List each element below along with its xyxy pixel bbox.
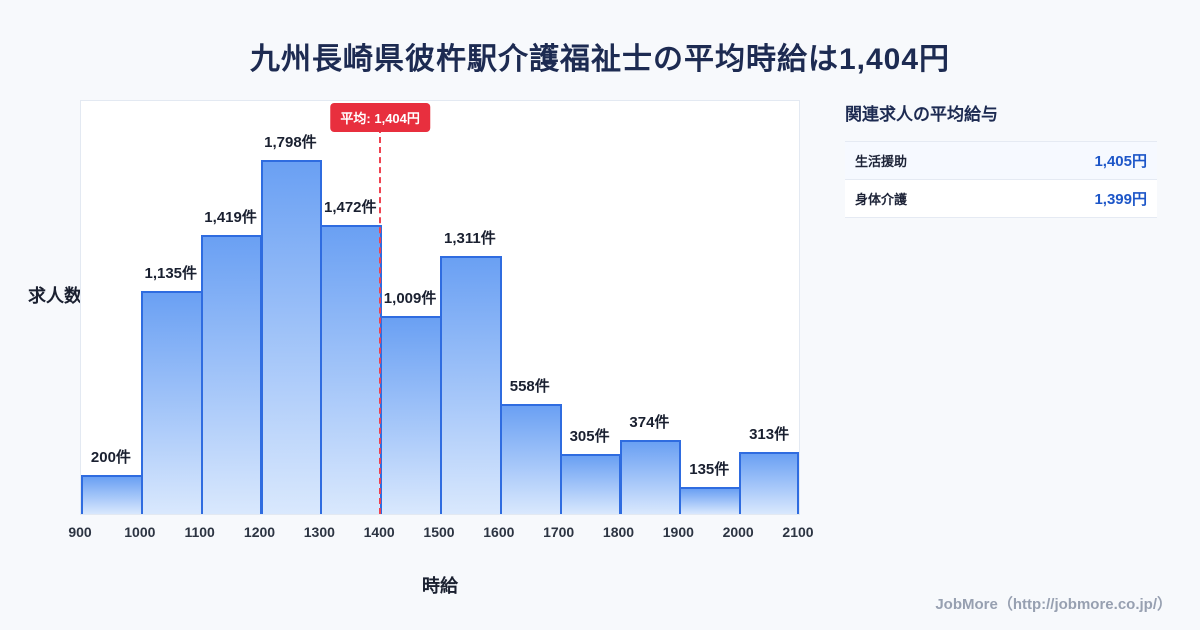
bar-value-label: 313件 (749, 426, 790, 443)
side-panel: 関連求人の平均給与 生活援助 1,405円身体介護 1,399円 (845, 100, 1157, 218)
x-axis-ticks: 900 1000 1100 1200 1300 1400 1500 1600 1700 1800 1… (68, 524, 813, 544)
x-tick-label: 1800 (602, 524, 635, 540)
related-job-value: 1,399円 (1094, 191, 1147, 208)
bar-value-label: 1,419件 (204, 209, 257, 226)
bar-value-label: 1,135件 (144, 265, 198, 282)
histogram-bar (140, 291, 203, 514)
x-tick-label: 1500 (423, 524, 455, 540)
related-job-value: 1,405円 (1094, 153, 1147, 170)
histogram-bar (81, 475, 143, 514)
plot-area: 平均: 1,404円 200件 1,135件 1,419件 1,798件 1,472件 1… (80, 100, 800, 515)
bar-value-label: 1,798件 (264, 134, 317, 151)
histogram-bar (320, 225, 383, 514)
bar-value-label: 374件 (629, 414, 670, 431)
histogram-bar (260, 160, 323, 514)
related-salary-row: 生活援助 1,405円 (845, 142, 1157, 180)
bar-value-label: 558件 (509, 378, 550, 395)
x-tick-label: 1700 (543, 524, 575, 540)
histogram-bar (440, 256, 502, 514)
average-line (379, 127, 382, 514)
histogram-bar (679, 487, 742, 514)
x-axis-label: 時給 (422, 576, 458, 596)
bar-value-label: 200件 (90, 449, 131, 466)
x-tick-label: 1400 (363, 524, 395, 540)
x-tick-label: 1200 (243, 524, 276, 540)
histogram-bar (200, 235, 263, 514)
bar-value-label: 1,311件 (444, 230, 496, 247)
x-tick-label: 1300 (303, 524, 335, 540)
histogram-bar (499, 404, 562, 514)
x-tick-label: 1900 (662, 524, 694, 540)
histogram-bar (739, 452, 799, 514)
bar-value-label: 135件 (689, 461, 730, 478)
related-salary-table: 生活援助 1,405円身体介護 1,399円 (845, 141, 1157, 218)
histogram-bar (619, 440, 682, 514)
x-tick-label: 1000 (124, 524, 156, 540)
page-title: 九州長崎県彼杵駅介護福祉士の平均時給は1,404円 (249, 43, 951, 76)
bar-value-label: 1,472件 (323, 199, 377, 216)
x-tick-label: 2100 (782, 524, 814, 540)
side-panel-heading: 関連求人の平均給与 (845, 105, 998, 124)
x-tick-label: 1100 (184, 524, 215, 540)
histogram-bar (559, 454, 622, 514)
y-axis-label: 求人数 (28, 286, 82, 306)
bar-value-label: 1,009件 (383, 290, 437, 307)
related-job-label: 生活援助 (855, 154, 908, 169)
x-tick-label: 900 (68, 524, 92, 540)
related-salary-row: 身体介護 1,399円 (845, 180, 1157, 218)
x-tick-label: 1600 (483, 524, 515, 540)
average-badge: 平均: 1,404円 (330, 103, 430, 132)
x-tick-label: 2000 (722, 524, 754, 540)
footer-credit: JobMore（http://jobmore.co.jp/） (935, 596, 1172, 613)
related-job-label: 身体介護 (855, 192, 908, 207)
histogram-bar (380, 316, 442, 514)
bar-value-label: 305件 (569, 428, 610, 445)
